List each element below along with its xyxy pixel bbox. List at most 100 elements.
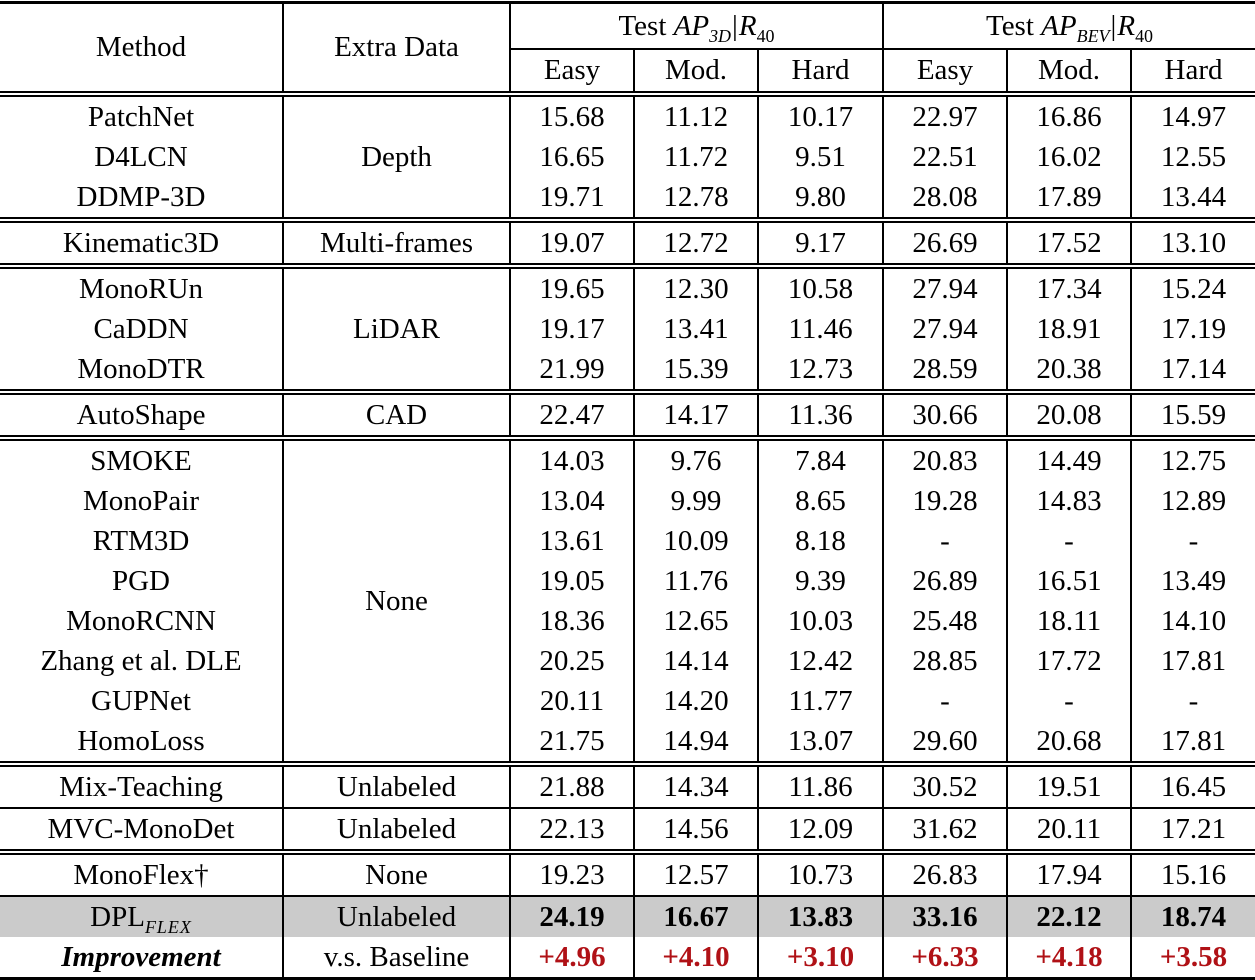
row-homoloss: HomoLoss 21.75 14.94 13.07 29.60 20.68 1… (0, 721, 1255, 764)
value-cell: 27.94 (882, 309, 1007, 349)
method-cell: MonoRCNN (66, 604, 216, 637)
value-cell: 9.99 (633, 481, 758, 521)
value-cell: 9.76 (633, 435, 758, 481)
value-cell: +4.18 (1006, 937, 1131, 979)
header-row-1: Method Extra Data Test AP3D|R40 Test APB… (0, 2, 1255, 94)
ap-symbol: AP (673, 9, 710, 42)
group-header-ap3d: Test AP3D|R40 (509, 2, 883, 50)
value-cell: 17.34 (1006, 263, 1131, 309)
row-d4lcn: D4LCN 16.65 11.72 9.51 22.51 16.02 12.55 (0, 137, 1255, 177)
value-cell: 19.71 (509, 177, 634, 220)
row-pgd: PGD 19.05 11.76 9.39 26.89 16.51 13.49 (0, 561, 1255, 601)
extra-data-cell-baseline: v.s. Baseline (282, 937, 510, 979)
value-cell: 14.56 (633, 807, 758, 852)
extra-data-cell-none: None (282, 435, 510, 764)
value-cell: 22.47 (509, 389, 634, 438)
value-cell: 19.28 (882, 481, 1007, 521)
value-cell: 9.17 (757, 217, 883, 266)
value-cell: 20.11 (1006, 807, 1131, 852)
row-rtm3d: RTM3D 13.61 10.09 8.18 - - - (0, 521, 1255, 561)
row-monorun: MonoRUn LiDAR 19.65 12.30 10.58 27.94 17… (0, 263, 1255, 392)
method-cell: Mix-Teaching (0, 761, 283, 808)
value-cell: 17.72 (1006, 641, 1131, 681)
method-cell: HomoLoss (77, 724, 205, 757)
value-cell: 14.34 (633, 761, 758, 808)
method-cell-dpl: DPLFLEX (0, 895, 283, 937)
value-cell: 11.76 (633, 561, 758, 601)
value-cell: 13.49 (1129, 561, 1255, 601)
value-cell: 13.61 (509, 521, 634, 561)
value-cell: 20.08 (1006, 389, 1131, 438)
value-cell: 31.62 (882, 807, 1007, 852)
value-cell: +3.10 (757, 937, 883, 979)
pipe-separator: | (1110, 9, 1117, 42)
value-cell: 20.38 (1006, 349, 1131, 392)
value-cell: 12.72 (633, 217, 758, 266)
value-cell: 17.94 (1006, 849, 1131, 896)
value-cell: 13.44 (1129, 177, 1255, 220)
col-header-extra-data: Extra Data (282, 2, 510, 94)
value-cell: 12.30 (633, 263, 758, 309)
value-cell: 10.03 (757, 601, 883, 641)
value-cell: - (1006, 681, 1131, 721)
row-mix-teaching: Mix-Teaching Unlabeled 21.88 14.34 11.86… (0, 761, 1255, 808)
test-label: Test (618, 9, 667, 42)
value-cell: 14.17 (633, 389, 758, 438)
method-cell: Zhang et al. DLE (40, 644, 242, 677)
value-cell: 13.10 (1129, 217, 1255, 266)
value-cell: 15.16 (1129, 849, 1255, 896)
value-cell: 17.81 (1129, 641, 1255, 681)
value-cell: 12.65 (633, 601, 758, 641)
value-cell: 14.10 (1129, 601, 1255, 641)
subcol-header-easy-3d: Easy (509, 49, 634, 94)
value-cell: 10.58 (757, 263, 883, 309)
value-cell: 17.89 (1006, 177, 1131, 220)
value-cell: 15.68 (509, 91, 634, 137)
pipe-separator: | (732, 9, 738, 42)
value-cell: 12.75 (1129, 435, 1255, 481)
method-cell: DDMP-3D (76, 180, 206, 213)
method-cell: PGD (111, 564, 170, 597)
value-cell: 14.49 (1006, 435, 1131, 481)
method-cell: MonoPair (83, 484, 199, 517)
value-cell: - (882, 521, 1007, 561)
value-cell: 10.09 (633, 521, 758, 561)
value-cell: 26.89 (882, 561, 1007, 601)
method-cell: MonoFlex† (0, 849, 283, 896)
value-cell: 10.73 (757, 849, 883, 896)
row-ddmp3d: DDMP-3D 19.71 12.78 9.80 28.08 17.89 13.… (0, 177, 1255, 220)
value-cell: 21.99 (509, 349, 634, 392)
row-smoke: SMOKE None 14.03 9.76 7.84 20.83 14.49 1… (0, 435, 1255, 764)
value-cell: 16.45 (1129, 761, 1255, 808)
value-cell: 28.85 (882, 641, 1007, 681)
value-cell: 12.73 (757, 349, 883, 392)
value-cell: 20.68 (1006, 721, 1131, 764)
value-cell: 9.51 (757, 137, 883, 177)
value-cell: 16.86 (1006, 91, 1131, 137)
value-cell: 19.65 (509, 263, 634, 309)
value-cell: 9.39 (757, 561, 883, 601)
method-cell: D4LCN (94, 140, 188, 173)
value-cell: 28.59 (882, 349, 1007, 392)
value-cell: 26.83 (882, 849, 1007, 896)
value-cell: 12.55 (1129, 137, 1255, 177)
subcol-header-mod-3d: Mod. (633, 49, 758, 94)
value-cell: 14.97 (1129, 91, 1255, 137)
extra-data-cell-multiframes: Multi-frames (282, 217, 510, 266)
subcol-header-hard-bev: Hard (1129, 49, 1255, 94)
row-monoflex: MonoFlex† None 19.23 12.57 10.73 26.83 1… (0, 849, 1255, 896)
value-cell: 19.17 (509, 309, 634, 349)
extra-data-cell-none: None (282, 849, 510, 896)
value-cell: 27.94 (882, 263, 1007, 309)
value-cell: 13.83 (757, 895, 883, 937)
value-cell: - (1006, 521, 1131, 561)
value-cell: - (1129, 521, 1255, 561)
method-cell: SMOKE (0, 435, 283, 481)
value-cell: 26.69 (882, 217, 1007, 266)
method-cell: PatchNet (0, 91, 283, 137)
method-cell: CaDDN (93, 312, 189, 345)
value-cell: 30.52 (882, 761, 1007, 808)
r40-subscript: 40 (1135, 25, 1154, 46)
method-cell: MonoDTR (77, 352, 205, 385)
value-cell: 22.51 (882, 137, 1007, 177)
